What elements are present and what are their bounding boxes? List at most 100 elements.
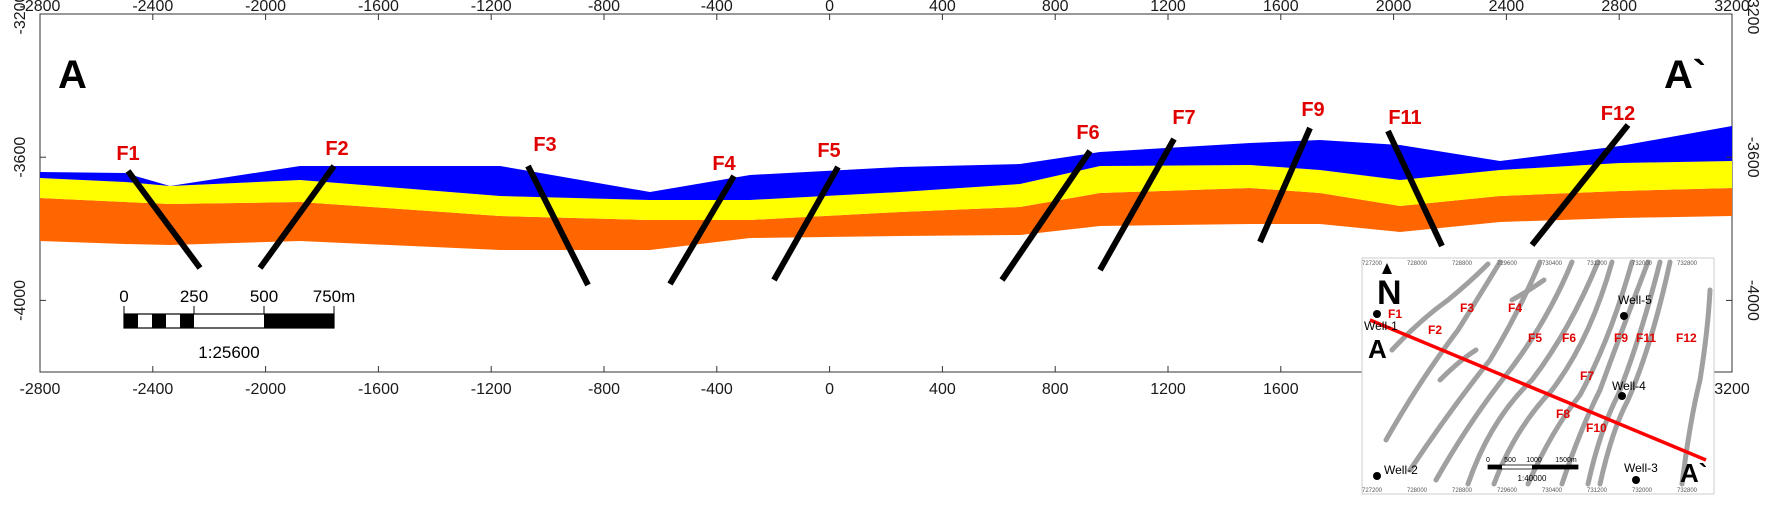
inset-section-line — [1369, 318, 1707, 462]
inset-scale-ratio: 1:40000 — [1518, 474, 1547, 483]
scale-tick-0: 0 — [119, 287, 128, 306]
section-start-label: A — [58, 53, 87, 97]
inset-fault-traces — [1383, 259, 1713, 487]
x-top-tick-label: -800 — [588, 0, 620, 15]
inset-x-bottom-tick: 732000 — [1632, 488, 1653, 494]
x-bottom-tick-label: -2400 — [132, 381, 173, 398]
inset-x-bottom-tick: 731200 — [1587, 488, 1608, 494]
inset-well-1: Well-1 — [1364, 319, 1398, 333]
scale-tick-250: 250 — [180, 287, 208, 306]
fault-label-f4: F4 — [712, 153, 736, 175]
fault-label-f9: F9 — [1301, 99, 1324, 121]
x-top-tick-label: 2000 — [1376, 0, 1412, 15]
fault-label-f6: F6 — [1076, 122, 1099, 144]
fault-line-f6 — [999, 149, 1093, 282]
x-bottom-tick-label: -1600 — [358, 381, 399, 398]
fault-label-f12: F12 — [1601, 103, 1635, 125]
inset-map: N A A` Well-1 Well-2 Well-3 Well-4 Well-… — [1361, 257, 1715, 495]
fault-lines — [125, 123, 1631, 287]
inset-x-bottom-tick: 728000 — [1407, 488, 1428, 494]
x-bottom-tick-label: 800 — [1042, 381, 1069, 398]
section-end-label: A` — [1664, 53, 1706, 97]
fault-line-f12 — [1529, 123, 1631, 247]
inset-fault-f7: F7 — [1580, 369, 1594, 383]
fault-label-f2: F2 — [325, 138, 348, 160]
inset-x-top-tick: 730400 — [1542, 261, 1563, 267]
x-top-tick-label: -400 — [701, 0, 733, 15]
x-top-tick-label: 800 — [1042, 0, 1069, 15]
layer-orange — [40, 188, 1732, 250]
x-top-tick-label: 1600 — [1263, 0, 1299, 15]
x-top-tick-label: 2400 — [1489, 0, 1525, 15]
inset-scale-1500: 1500m — [1555, 457, 1577, 464]
inset-x-top-tick: 728000 — [1407, 261, 1428, 267]
inset-well-3: Well-3 — [1624, 461, 1658, 475]
inset-fault-f2: F2 — [1428, 323, 1442, 337]
x-top-tick-label: 1200 — [1150, 0, 1186, 15]
x-top-tick-label: -2400 — [132, 0, 173, 15]
stratigraphic-layers — [40, 126, 1732, 250]
x-bottom-tick-label: 0 — [825, 381, 834, 398]
fault-line-f5 — [771, 165, 841, 282]
x-top-tick-label: 400 — [929, 0, 956, 15]
inset-x-top-tick: 731200 — [1587, 261, 1608, 267]
scale-tick-750: 750m — [313, 287, 356, 306]
inset-x-bottom-tick: 727200 — [1362, 488, 1383, 494]
inset-fault-f10: F10 — [1586, 421, 1607, 435]
inset-well-4: Well-4 — [1612, 379, 1646, 393]
x-top-tick-label: -1600 — [358, 0, 399, 15]
inset-scale-500: 500 — [1504, 457, 1516, 464]
x-bottom-tick-label: -2800 — [20, 381, 61, 398]
fault-line-f1 — [125, 169, 203, 270]
inset-start-label: A — [1368, 334, 1387, 364]
scale-ratio: 1:25600 — [198, 343, 259, 362]
inset-x-top-tick: 729600 — [1497, 261, 1518, 267]
layer-blue — [40, 126, 1732, 200]
fault-label-f3: F3 — [533, 134, 556, 156]
x-bottom-tick-label: -2000 — [245, 381, 286, 398]
y-left-tick-label: -4000 — [12, 280, 29, 321]
x-bottom-tick-label: 400 — [929, 381, 956, 398]
inset-fault-f6: F6 — [1562, 331, 1576, 345]
x-axis-top: -2800 -2400 -2000 -1600 -1200 -800 -400 0 400 800… — [20, 0, 1750, 20]
y-right-tick-label: -3200 — [1744, 0, 1761, 35]
fault-label-f1: F1 — [116, 143, 139, 165]
x-bottom-tick-label: -400 — [701, 381, 733, 398]
fault-line-f3 — [525, 164, 591, 287]
fault-line-f4 — [667, 174, 737, 286]
y-axis-right: -3200 -3600 -4000 — [1726, 0, 1761, 321]
inset-fault-f8: F8 — [1556, 407, 1570, 421]
fault-line-f9 — [1257, 126, 1313, 244]
x-bottom-tick-label: 1200 — [1150, 381, 1186, 398]
x-top-tick-label: -2800 — [20, 0, 61, 15]
inset-scale-1000: 1000 — [1526, 457, 1542, 464]
y-left-tick-label: -3600 — [12, 137, 29, 178]
inset-fault-f1: F1 — [1388, 307, 1402, 321]
x-bottom-tick-label: 3200 — [1714, 381, 1750, 398]
x-top-tick-label: -1200 — [471, 0, 512, 15]
y-left-tick-label: -3200 — [12, 0, 29, 34]
inset-north-label: N — [1377, 274, 1402, 312]
fault-line-f7 — [1097, 137, 1177, 272]
inset-well-5: Well-5 — [1618, 293, 1652, 307]
x-top-tick-label: 0 — [825, 0, 834, 15]
layer-yellow — [40, 161, 1732, 220]
inset-scale-0: 0 — [1486, 457, 1490, 464]
inset-x-bottom-tick: 730400 — [1542, 488, 1563, 494]
inset-fault-f5: F5 — [1528, 331, 1542, 345]
y-right-tick-label: -4000 — [1744, 280, 1761, 321]
inset-x-bottom-tick: 729600 — [1497, 488, 1518, 494]
fault-label-f5: F5 — [817, 140, 840, 162]
fault-line-f11 — [1385, 129, 1445, 248]
inset-fault-f4: F4 — [1508, 301, 1522, 315]
inset-x-top-tick: 728800 — [1452, 261, 1473, 267]
x-top-tick-label: 3200 — [1714, 0, 1750, 15]
fault-line-f2 — [257, 164, 337, 270]
y-right-tick-label: -3600 — [1744, 137, 1761, 178]
fault-label-f7: F7 — [1172, 107, 1195, 129]
inset-fault-f9: F9 — [1614, 331, 1628, 345]
inset-end-label: A` — [1680, 458, 1707, 488]
inset-fault-f12: F12 — [1676, 331, 1697, 345]
inset-well-2: Well-2 — [1384, 463, 1418, 477]
x-bottom-tick-label: -1200 — [471, 381, 512, 398]
